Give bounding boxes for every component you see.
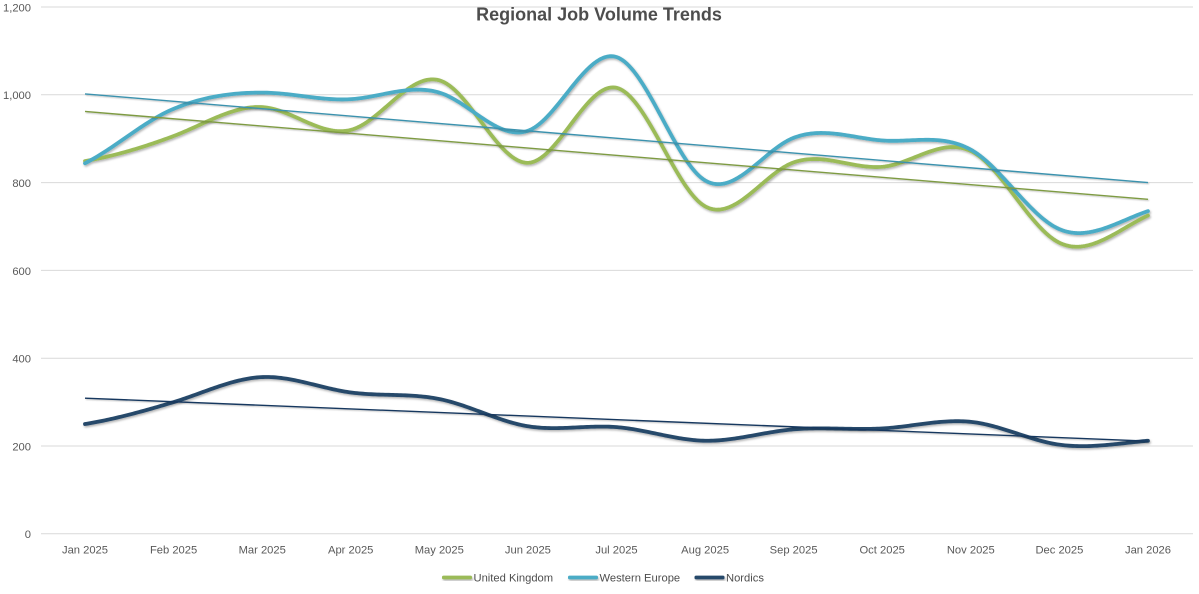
svg-text:Nordics: Nordics	[726, 573, 764, 585]
svg-text:1,000: 1,000	[3, 90, 31, 102]
svg-text:600: 600	[12, 266, 31, 278]
svg-text:Oct 2025: Oct 2025	[859, 545, 904, 557]
svg-text:Western Europe: Western Europe	[600, 573, 681, 585]
svg-text:1,200: 1,200	[3, 2, 31, 14]
svg-text:Jan 2025: Jan 2025	[62, 545, 108, 557]
svg-text:Aug 2025: Aug 2025	[681, 545, 729, 557]
svg-text:Regional Job Volume Trends: Regional Job Volume Trends	[476, 5, 722, 25]
svg-text:Nov 2025: Nov 2025	[947, 545, 995, 557]
svg-text:Dec 2025: Dec 2025	[1035, 545, 1083, 557]
svg-text:Apr 2025: Apr 2025	[328, 545, 373, 557]
svg-text:800: 800	[12, 178, 31, 190]
svg-text:United Kingdom: United Kingdom	[474, 573, 554, 585]
svg-text:200: 200	[12, 441, 31, 453]
svg-text:400: 400	[12, 354, 31, 366]
svg-text:Mar 2025: Mar 2025	[239, 545, 286, 557]
svg-text:Jun 2025: Jun 2025	[505, 545, 551, 557]
svg-text:Jul 2025: Jul 2025	[595, 545, 637, 557]
svg-text:May 2025: May 2025	[415, 545, 464, 557]
svg-text:0: 0	[25, 529, 31, 541]
svg-text:Jan 2026: Jan 2026	[1125, 545, 1171, 557]
svg-text:Feb 2025: Feb 2025	[150, 545, 197, 557]
svg-text:Sep 2025: Sep 2025	[770, 545, 818, 557]
